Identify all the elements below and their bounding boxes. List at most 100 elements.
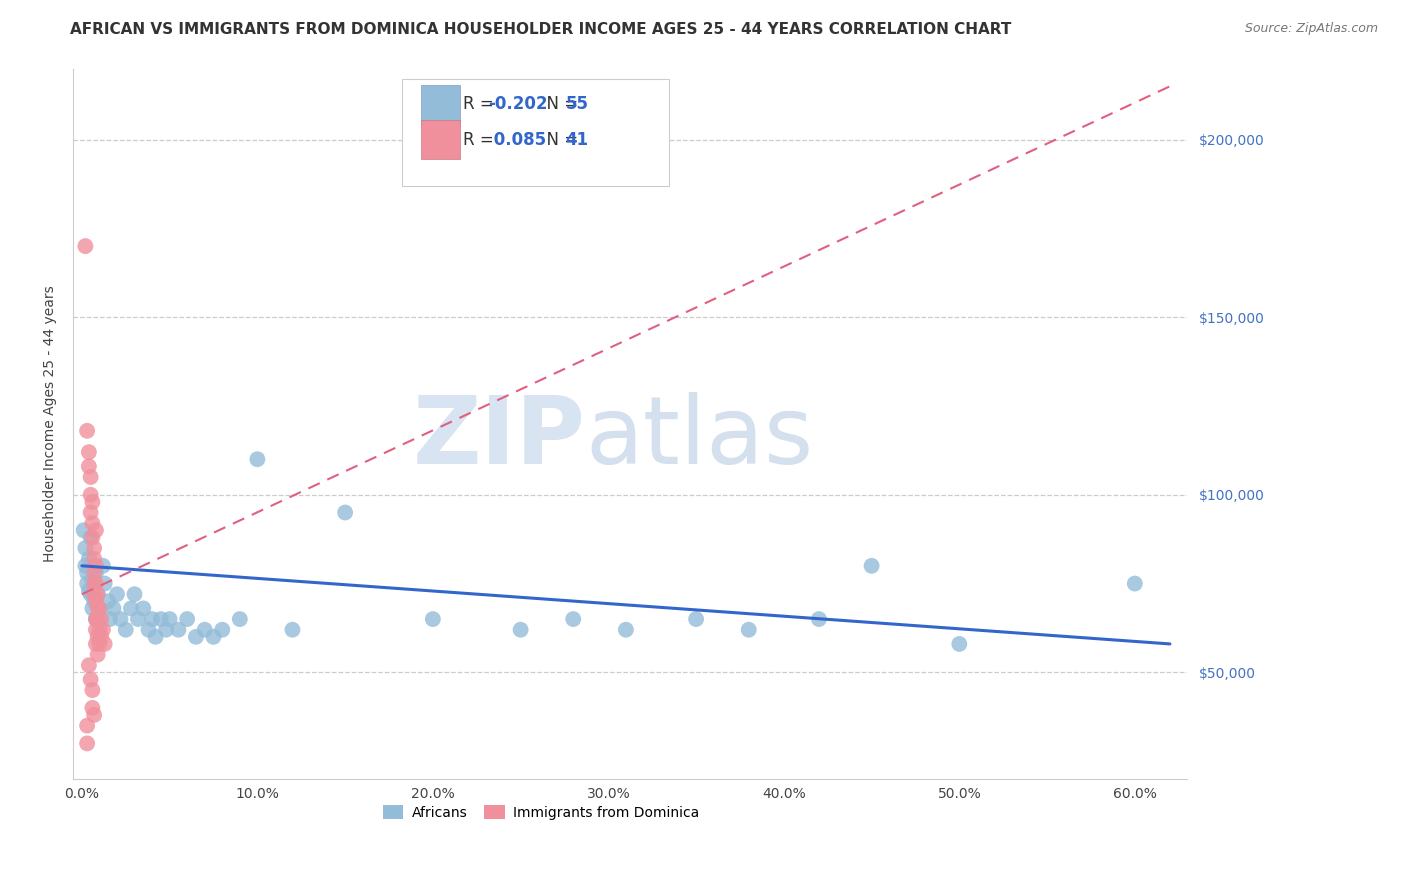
Point (110, 612, 132, 626)
Point (738, 623, 761, 637)
Point (77, 658, 100, 673)
Point (76, 576, 98, 591)
Point (83, 566, 105, 580)
Point (76, 566, 98, 580)
Point (176, 612, 198, 626)
Point (149, 612, 172, 626)
Point (91, 558, 114, 573)
Point (93, 576, 115, 591)
Text: 0.085: 0.085 (488, 130, 546, 149)
Point (82, 516, 104, 531)
Point (76, 424, 98, 438)
Point (807, 612, 830, 626)
Text: atlas: atlas (586, 392, 814, 484)
Point (84, 612, 107, 626)
Point (86, 587, 108, 601)
Point (246, 452, 269, 467)
Point (79, 470, 101, 484)
Point (281, 623, 304, 637)
Point (84, 523, 107, 537)
Point (82, 495, 104, 509)
Point (83, 576, 105, 591)
Point (79, 673, 101, 687)
Point (82, 601, 104, 615)
Point (103, 601, 125, 615)
Point (211, 623, 233, 637)
Point (90, 612, 112, 626)
Point (167, 623, 190, 637)
Point (114, 623, 136, 637)
Point (509, 623, 531, 637)
Point (91, 623, 114, 637)
Point (84, 637, 107, 651)
Point (77, 459, 100, 474)
Point (79, 506, 101, 520)
Point (422, 612, 444, 626)
Point (948, 637, 970, 651)
Point (72, 523, 94, 537)
Point (105, 587, 128, 601)
Point (141, 612, 163, 626)
Point (202, 630, 225, 644)
Point (90, 630, 112, 644)
Point (77, 551, 100, 566)
Point (79, 488, 101, 502)
Point (82, 573, 104, 587)
FancyBboxPatch shape (402, 79, 669, 186)
Point (86, 601, 108, 615)
Point (333, 506, 356, 520)
Text: Source: ZipAtlas.com: Source: ZipAtlas.com (1244, 22, 1378, 36)
Point (1123, 576, 1146, 591)
Point (86, 630, 108, 644)
Point (89, 623, 111, 637)
Point (89, 601, 111, 615)
Point (132, 601, 155, 615)
Point (76, 718, 98, 732)
Point (229, 612, 252, 626)
FancyBboxPatch shape (420, 120, 460, 159)
Point (685, 612, 707, 626)
Point (127, 612, 149, 626)
Point (82, 683, 104, 698)
Point (860, 558, 883, 573)
Point (83, 587, 105, 601)
Point (84, 594, 107, 608)
Point (98, 612, 121, 626)
Point (155, 623, 177, 637)
Text: N =: N = (536, 95, 583, 113)
Text: -0.202: -0.202 (488, 95, 547, 113)
Point (83, 580, 105, 594)
Point (76, 736, 98, 750)
Text: R =: R = (463, 95, 499, 113)
Point (84, 612, 107, 626)
Point (86, 587, 108, 601)
Point (145, 630, 167, 644)
Point (562, 612, 585, 626)
Point (86, 648, 108, 662)
Point (84, 623, 107, 637)
Point (83, 708, 105, 723)
Y-axis label: Householder Income Ages 25 - 44 years: Householder Income Ages 25 - 44 years (44, 285, 58, 562)
Point (97, 594, 120, 608)
Point (84, 576, 107, 591)
Point (84, 558, 107, 573)
Point (79, 530, 101, 544)
Point (83, 594, 105, 608)
Text: R =: R = (463, 130, 499, 149)
Point (86, 612, 108, 626)
Point (93, 637, 115, 651)
Point (184, 630, 207, 644)
Text: 41: 41 (565, 130, 589, 149)
Point (77, 445, 100, 459)
Point (82, 530, 104, 544)
Legend: Africans, Immigrants from Dominica: Africans, Immigrants from Dominica (377, 799, 706, 825)
Point (84, 566, 107, 580)
Text: ZIP: ZIP (413, 392, 586, 484)
Text: 55: 55 (565, 95, 589, 113)
Point (83, 541, 105, 555)
Point (75, 541, 97, 555)
Text: AFRICAN VS IMMIGRANTS FROM DOMINICA HOUSEHOLDER INCOME AGES 25 - 44 YEARS CORREL: AFRICAN VS IMMIGRANTS FROM DOMINICA HOUS… (70, 22, 1012, 37)
Point (75, 239, 97, 253)
FancyBboxPatch shape (420, 85, 460, 124)
Point (82, 701, 104, 715)
